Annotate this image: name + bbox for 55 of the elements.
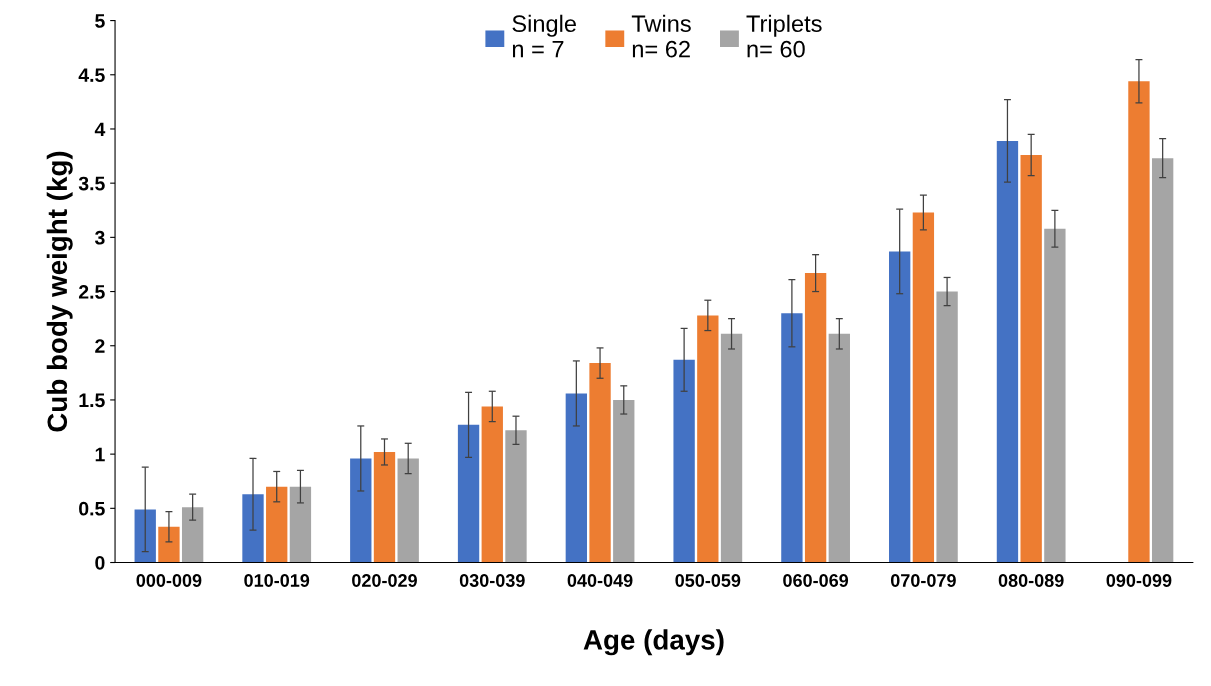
legend-label: Twins n= 62: [631, 14, 691, 58]
bar: [936, 291, 958, 563]
bar: [996, 140, 1019, 563]
y-tick-label: 1: [95, 447, 105, 462]
bar: [181, 507, 204, 563]
bar: [1020, 154, 1042, 563]
bar: [481, 406, 503, 563]
bar: [613, 399, 635, 563]
x-tick-label: 080-089: [998, 574, 1064, 587]
x-axis-title: Age (days): [583, 629, 724, 656]
bar: [289, 486, 312, 563]
bar: [565, 393, 588, 563]
bar: [1151, 158, 1174, 563]
bar: [828, 333, 850, 563]
bar: [889, 251, 911, 563]
bar: [457, 424, 480, 563]
bar: [697, 315, 719, 563]
bar: [1044, 228, 1066, 563]
bar: [158, 526, 180, 563]
bar: [673, 359, 695, 563]
x-tick-label: 050-059: [675, 574, 741, 587]
legend-label: Single n = 7: [512, 14, 576, 58]
bar: [720, 333, 743, 563]
x-tick-label: 070-079: [890, 574, 956, 587]
y-tick-label: 3: [94, 230, 105, 245]
x-tick-label: 020-029: [352, 574, 417, 587]
y-tick-label: 4.5: [78, 68, 105, 83]
bar: [134, 509, 156, 563]
bar: [589, 363, 611, 563]
bar: [242, 494, 264, 563]
x-tick-label: 090-099: [1106, 574, 1172, 587]
y-tick-label: 0: [95, 555, 105, 570]
y-tick-label: 1.5: [79, 393, 105, 408]
x-tick-label: 040-049: [567, 574, 633, 587]
bar: [1128, 81, 1150, 563]
x-tick-label: 010-019: [244, 574, 310, 587]
bar: [505, 430, 527, 563]
bar: [266, 486, 288, 563]
y-axis-title: Cub body weight (kg): [46, 151, 73, 432]
bar: [373, 451, 396, 563]
y-tick-label: 4: [94, 122, 106, 137]
x-tick-label: 060-069: [783, 574, 849, 587]
x-tick-label: 030-039: [459, 574, 525, 587]
y-tick-label: 5: [95, 14, 105, 28]
bar: [397, 458, 419, 563]
x-tick-label: 000-009: [136, 574, 202, 587]
legend-label: Triplets n= 60: [746, 14, 822, 58]
bar: [350, 458, 372, 563]
y-tick-label: 2: [95, 339, 105, 353]
bar: [912, 212, 935, 563]
y-tick-label: 2.5: [78, 285, 105, 299]
bar: [781, 313, 803, 563]
y-tick-label: 3.5: [78, 176, 105, 191]
y-tick-label: 0.5: [79, 501, 105, 516]
bar: [804, 273, 827, 563]
